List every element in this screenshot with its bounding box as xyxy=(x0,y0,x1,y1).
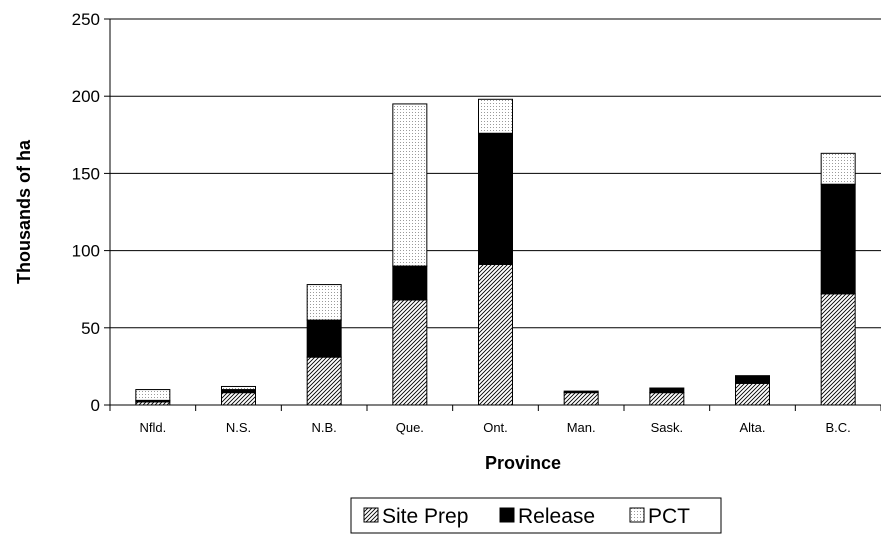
bar-site-prep-que xyxy=(392,299,428,406)
y-tick-label: 250 xyxy=(72,10,100,29)
bar-release-alta xyxy=(735,375,770,384)
legend-label: Site Prep xyxy=(382,505,468,528)
legend-label: Release xyxy=(518,505,595,528)
y-tick-label: 0 xyxy=(91,396,100,415)
bar-pct-nb xyxy=(306,284,342,321)
bar-release-man xyxy=(563,390,599,394)
bar-site-prep-alta xyxy=(735,382,770,406)
x-tick-label: B.C. xyxy=(826,420,851,435)
x-tick-label: N.S. xyxy=(226,420,251,435)
bar-pct-nfld xyxy=(135,389,171,401)
y-axis-title: Thousands of ha xyxy=(14,139,34,284)
legend: Site Prep Release PCT xyxy=(350,497,722,534)
bar-pct-bc xyxy=(820,152,856,185)
bar-site-prep-sask xyxy=(649,392,685,406)
x-tick-label: Ont. xyxy=(483,420,508,435)
x-tick-label: Alta. xyxy=(739,420,765,435)
bar-release-que xyxy=(392,265,428,301)
x-tick-labels: Nfld. N.S. N.B. Que. Ont. Man. Sask. Alta. B.C. xyxy=(139,420,850,435)
bar-site-prep-bc xyxy=(820,293,856,406)
y-tick-label: 200 xyxy=(72,87,100,106)
bar-site-prep-ns xyxy=(221,392,256,406)
bars xyxy=(135,98,856,406)
bar-pct-que xyxy=(392,103,428,267)
bar-pct-ns xyxy=(221,385,256,391)
bar-pct-ont xyxy=(478,98,513,134)
y-tick-label: 50 xyxy=(81,319,100,338)
x-tick-label: N.B. xyxy=(312,420,337,435)
bar-site-prep-nb xyxy=(306,356,342,406)
legend-box xyxy=(350,497,722,534)
legend-swatch-site-prep xyxy=(363,507,379,523)
bar-site-prep-man xyxy=(563,392,599,406)
bar-release-bc xyxy=(820,183,856,295)
x-tick-label: Man. xyxy=(567,420,596,435)
bar-release-nb xyxy=(306,319,342,358)
y-tick-labels: 0 50 100 150 200 250 xyxy=(72,10,100,415)
x-axis-title: Province xyxy=(485,453,561,473)
axes xyxy=(109,19,881,411)
y-tick-label: 100 xyxy=(72,242,100,261)
legend-swatch-pct xyxy=(629,507,645,523)
bar-release-ont xyxy=(478,132,513,265)
legend-swatch-release xyxy=(499,507,515,523)
y-tick-label: 150 xyxy=(72,164,100,183)
x-tick-label: Sask. xyxy=(651,420,684,435)
bar-site-prep-ont xyxy=(478,263,513,406)
bar-release-sask xyxy=(649,387,685,394)
x-tick-label: Nfld. xyxy=(139,420,166,435)
x-tick-label: Que. xyxy=(396,420,424,435)
legend-label: PCT xyxy=(648,505,690,528)
